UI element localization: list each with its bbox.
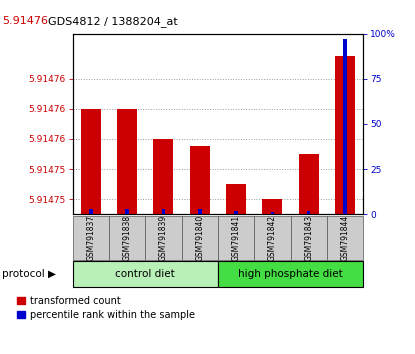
Bar — [117, 109, 137, 214]
Bar — [226, 184, 246, 214]
Bar — [73, 261, 218, 287]
Legend: transformed count, percentile rank within the sample: transformed count, percentile rank withi… — [17, 296, 195, 320]
Bar — [198, 209, 202, 214]
Bar — [109, 216, 145, 260]
Text: GSM791844: GSM791844 — [340, 215, 349, 261]
Bar — [254, 216, 290, 260]
Text: GSM791843: GSM791843 — [304, 215, 313, 261]
Bar — [290, 216, 327, 260]
Bar — [327, 216, 363, 260]
Text: 5.91476: 5.91476 — [2, 16, 48, 26]
Text: GSM791837: GSM791837 — [86, 215, 95, 261]
Bar — [181, 216, 218, 260]
Bar — [307, 211, 310, 214]
Text: protocol ▶: protocol ▶ — [2, 269, 56, 279]
Bar — [234, 211, 238, 214]
Bar — [218, 261, 363, 287]
Bar — [335, 56, 355, 214]
Bar — [89, 209, 93, 214]
Bar — [81, 109, 101, 214]
Text: GDS4812 / 1388204_at: GDS4812 / 1388204_at — [48, 16, 178, 27]
Text: control diet: control diet — [115, 269, 175, 279]
Bar — [154, 139, 173, 214]
Bar — [190, 147, 210, 214]
Bar — [299, 154, 319, 214]
Bar — [161, 209, 165, 214]
Bar — [343, 39, 347, 214]
Bar — [271, 212, 274, 214]
Bar — [125, 209, 129, 214]
Text: GSM791841: GSM791841 — [232, 215, 241, 261]
Bar — [73, 216, 109, 260]
Text: GSM791839: GSM791839 — [159, 215, 168, 261]
Text: GSM791838: GSM791838 — [122, 215, 132, 261]
Text: high phosphate diet: high phosphate diet — [238, 269, 343, 279]
Bar — [218, 216, 254, 260]
Text: GSM791842: GSM791842 — [268, 215, 277, 261]
Bar — [262, 199, 282, 214]
Text: GSM791840: GSM791840 — [195, 215, 204, 261]
Bar — [145, 216, 181, 260]
